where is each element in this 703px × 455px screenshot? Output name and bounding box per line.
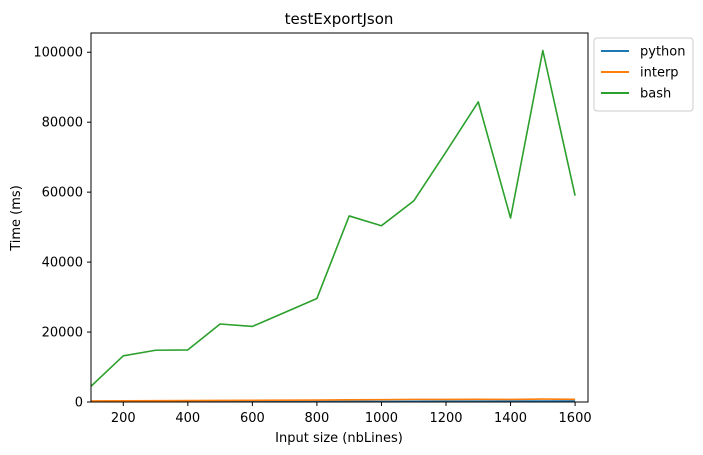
legend: python interp bash (593, 37, 694, 112)
y-tick-label: 80000 (42, 116, 83, 131)
x-axis-label: Input size (nbLines) (275, 431, 403, 446)
legend-label-interp: interp (640, 66, 679, 81)
y-tick-label: 40000 (42, 256, 83, 271)
series-line-bash (91, 49, 576, 387)
x-tick-label: 1600 (559, 411, 592, 426)
x-tick-label: 1400 (494, 411, 527, 426)
x-tick-label: 1200 (429, 411, 462, 426)
x-tick-label: 1000 (365, 411, 398, 426)
plot-lines (91, 49, 576, 402)
y-axis: 0 20000 40000 60000 80000 100000 (33, 46, 91, 411)
plot-frame (90, 32, 589, 403)
y-axis-label: Time (ms) (9, 185, 24, 252)
y-tick-label: 20000 (42, 326, 83, 341)
x-tick-label: 800 (304, 411, 329, 426)
y-tick-label: 100000 (33, 46, 83, 61)
y-tick-label: 0 (75, 396, 83, 411)
x-tick-label: 400 (175, 411, 200, 426)
series-line-interp (91, 398, 576, 402)
chart-title: testExportJson (285, 10, 394, 28)
x-tick-label: 600 (240, 411, 265, 426)
x-axis: 200 400 600 800 1000 1200 1400 1600 (111, 402, 592, 426)
x-tick-label: 200 (111, 411, 136, 426)
y-tick-label: 60000 (42, 186, 83, 201)
legend-label-bash: bash (640, 87, 671, 102)
legend-label-python: python (640, 45, 685, 60)
